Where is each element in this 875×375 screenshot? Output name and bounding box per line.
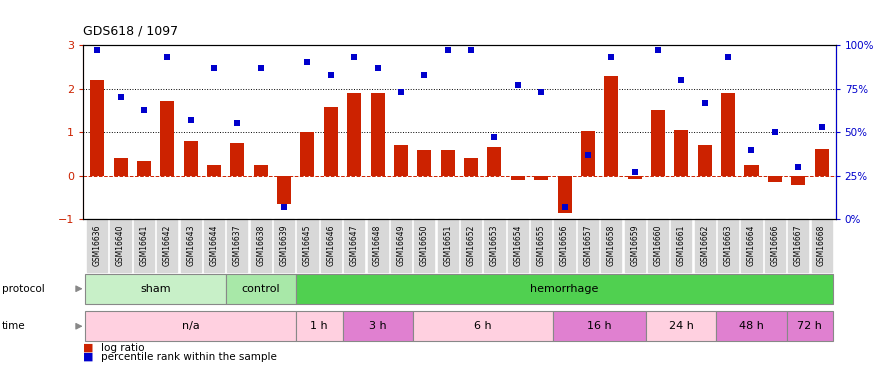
- Bar: [184, 141, 198, 176]
- Bar: [815, 149, 829, 176]
- Bar: [114, 158, 128, 176]
- Bar: [90, 80, 104, 176]
- Text: hemorrhage: hemorrhage: [530, 284, 598, 294]
- FancyBboxPatch shape: [647, 311, 717, 341]
- Point: [371, 64, 385, 70]
- Point: [441, 47, 455, 53]
- Point: [114, 94, 128, 100]
- Bar: [136, 160, 150, 176]
- Text: n/a: n/a: [182, 321, 200, 331]
- Point: [721, 54, 735, 60]
- Bar: [300, 132, 314, 176]
- Point: [230, 120, 244, 126]
- FancyBboxPatch shape: [86, 311, 296, 341]
- FancyBboxPatch shape: [553, 311, 647, 341]
- Text: sham: sham: [140, 284, 171, 294]
- Bar: [581, 131, 595, 176]
- Bar: [605, 75, 619, 176]
- Text: 6 h: 6 h: [474, 321, 492, 331]
- Bar: [791, 176, 805, 184]
- Point: [605, 54, 619, 60]
- Point: [184, 117, 198, 123]
- Bar: [464, 158, 478, 176]
- Bar: [675, 130, 689, 176]
- Point: [347, 54, 361, 60]
- Text: GDS618 / 1097: GDS618 / 1097: [83, 24, 178, 38]
- Point: [697, 99, 711, 105]
- Point: [557, 204, 571, 210]
- Bar: [371, 93, 385, 176]
- Point: [207, 64, 221, 70]
- Bar: [534, 176, 548, 180]
- Bar: [277, 176, 291, 204]
- Point: [254, 64, 268, 70]
- Text: time: time: [2, 321, 25, 331]
- Point: [160, 54, 174, 60]
- Point: [324, 72, 338, 78]
- FancyBboxPatch shape: [296, 311, 342, 341]
- Point: [627, 169, 641, 175]
- Bar: [441, 150, 455, 176]
- Point: [487, 134, 501, 140]
- Text: 72 h: 72 h: [797, 321, 822, 331]
- Bar: [417, 150, 431, 176]
- Bar: [651, 110, 665, 176]
- Bar: [745, 165, 759, 176]
- Text: 3 h: 3 h: [368, 321, 387, 331]
- Bar: [230, 143, 244, 176]
- Point: [581, 152, 595, 158]
- Point: [417, 72, 431, 78]
- Point: [791, 164, 805, 170]
- Point: [90, 47, 104, 53]
- Point: [394, 89, 408, 95]
- Bar: [207, 165, 221, 176]
- FancyBboxPatch shape: [342, 311, 413, 341]
- Point: [300, 59, 314, 65]
- Bar: [768, 176, 782, 182]
- Bar: [324, 107, 338, 176]
- Text: ■: ■: [83, 352, 94, 362]
- Point: [651, 47, 665, 53]
- FancyBboxPatch shape: [226, 274, 296, 304]
- Bar: [160, 101, 174, 176]
- Text: percentile rank within the sample: percentile rank within the sample: [101, 352, 276, 362]
- FancyBboxPatch shape: [787, 311, 833, 341]
- Bar: [511, 176, 525, 180]
- Point: [768, 129, 782, 135]
- Bar: [697, 145, 711, 176]
- Text: 16 h: 16 h: [587, 321, 612, 331]
- FancyBboxPatch shape: [86, 274, 226, 304]
- Bar: [394, 145, 408, 176]
- Bar: [721, 93, 735, 176]
- Text: ■: ■: [83, 343, 94, 352]
- Point: [745, 147, 759, 153]
- Point: [511, 82, 525, 88]
- Point: [675, 77, 689, 83]
- FancyBboxPatch shape: [413, 311, 553, 341]
- Text: protocol: protocol: [2, 284, 45, 294]
- Bar: [627, 176, 641, 179]
- Point: [534, 89, 548, 95]
- Bar: [557, 176, 571, 213]
- FancyBboxPatch shape: [296, 274, 833, 304]
- Text: 1 h: 1 h: [311, 321, 328, 331]
- Point: [277, 204, 291, 210]
- Text: control: control: [242, 284, 280, 294]
- Bar: [487, 147, 501, 176]
- Point: [136, 106, 150, 112]
- Point: [815, 124, 829, 130]
- Bar: [254, 165, 268, 176]
- Bar: [347, 93, 361, 176]
- Text: log ratio: log ratio: [101, 343, 144, 352]
- Text: 48 h: 48 h: [739, 321, 764, 331]
- Text: 24 h: 24 h: [669, 321, 694, 331]
- FancyBboxPatch shape: [717, 311, 787, 341]
- Point: [464, 47, 478, 53]
